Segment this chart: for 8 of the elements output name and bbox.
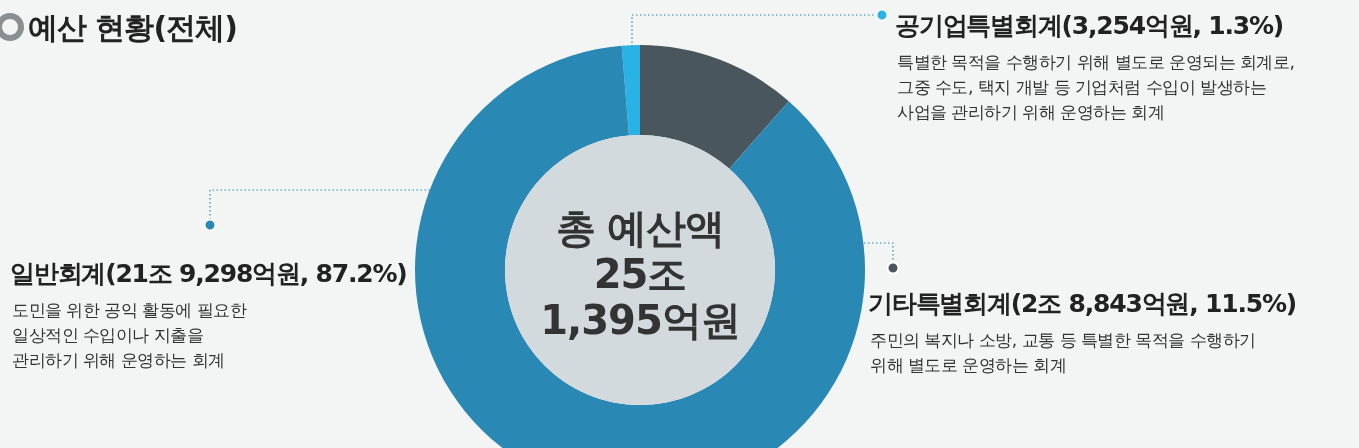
chart-title: 예산 현황(전체): [28, 10, 237, 45]
text: 특별한 목적을 수행하기 위해 별도로 운영되는 회계로, 그중 수도, 택지 개발 등 기업처럼 수입이 발생하는 사업을 관리하기 위해 운영하는 회계: [897, 52, 1295, 122]
legend-label: 기타특별회계(2조 8,843억원, 11.5%): [868, 289, 1296, 318]
text: 주민의 복지나 소방, 교통 등 특별한 목적을 수행하기 위해 별도로 운영하는 회계: [870, 330, 1256, 375]
legend-label: 일반회계(21조 9,298억원, 87.2%): [10, 259, 407, 288]
text: 도민을 위한 공익 활동에 필요한 일상적인 수입이나 지출을 관리하기 위해 운영하는 회계: [12, 300, 247, 370]
text: 총 예산액 25조 1,395억원: [540, 205, 740, 343]
legend-label: 공기업특별회계(3,254억원, 1.3%): [895, 11, 1284, 40]
